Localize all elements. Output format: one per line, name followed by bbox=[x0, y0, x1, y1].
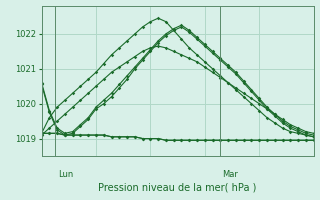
Text: Mar: Mar bbox=[222, 170, 238, 179]
Text: Lun: Lun bbox=[58, 170, 73, 179]
Text: Pression niveau de la mer( hPa ): Pression niveau de la mer( hPa ) bbox=[99, 183, 257, 193]
